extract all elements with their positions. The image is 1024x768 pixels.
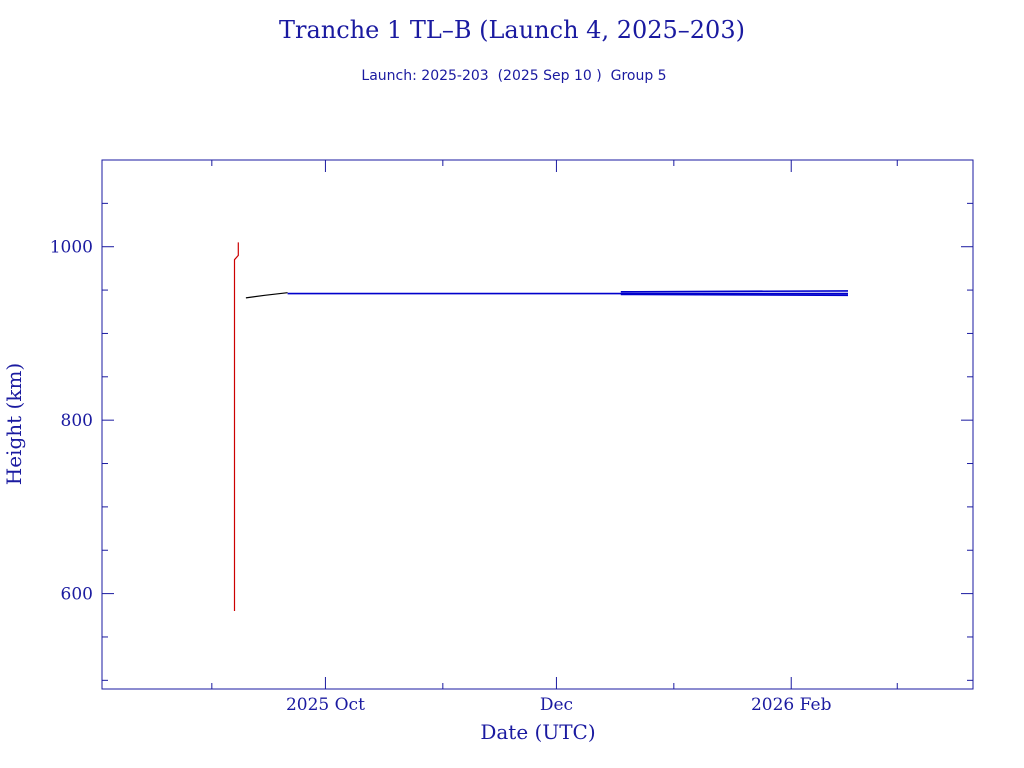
x-tick-label: 2026 Feb xyxy=(751,695,832,715)
chart-subtitle: Launch: 2025-203 (2025 Sep 10 ) Group 5 xyxy=(361,68,666,84)
series-line-black-1 xyxy=(245,292,288,299)
series-line-blue-3 xyxy=(620,290,849,293)
x-tick-label: 2025 Oct xyxy=(286,695,365,715)
x-axis-label: Date (UTC) xyxy=(480,720,595,744)
x-tick-label: Dec xyxy=(540,695,573,715)
series-lines xyxy=(233,242,849,611)
y-tick-label: 1000 xyxy=(50,238,93,258)
plot-frame xyxy=(101,159,974,690)
series-line-red-0 xyxy=(233,242,239,611)
y-tick-label: 800 xyxy=(61,411,93,431)
chart-title: Tranche 1 TL–B (Launch 4, 2025–203) xyxy=(279,16,745,44)
y-tick-label: 600 xyxy=(61,585,93,605)
y-axis-label: Height (km) xyxy=(2,363,26,485)
series-line-blue-4 xyxy=(620,293,849,297)
tick-labels: 600 800 1000 2025 Oct Dec 2026 Feb xyxy=(50,238,832,715)
axis-ticks xyxy=(102,159,973,689)
